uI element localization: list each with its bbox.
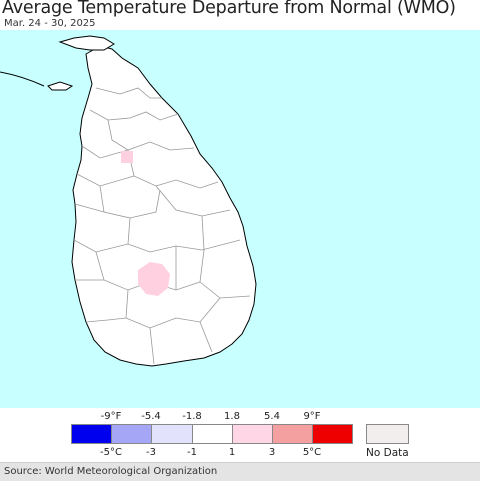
footer: Source: World Meteorological Organizatio… [0,462,480,481]
c-tick: -3 [146,447,156,458]
adams-bridge-line [0,71,45,87]
source-credit: Source: World Meteorological Organizatio… [4,466,218,477]
f-tick: 9°F [303,411,321,422]
legend-bin [111,424,152,444]
f-tick: 1.8 [224,411,240,422]
date-range: Mar. 24 - 30, 2025 [4,18,96,29]
f-tick: 5.4 [264,411,280,422]
warm-patch-north-central [121,151,133,163]
c-tick: 5°C [302,447,322,458]
warm-patch-uva [138,262,170,296]
district-borders [73,87,251,365]
sri-lanka-map [0,30,480,408]
no-data-swatch [366,424,409,444]
c-tick: 3 [268,447,276,458]
c-tick: -1 [187,447,197,458]
legend-bin [232,424,273,444]
c-tick: 1 [228,447,236,458]
c-tick: -5°C [100,447,122,458]
jaffna-peninsula [58,35,115,51]
legend-bin [312,424,353,444]
legend-bin [272,424,313,444]
no-data-label: No Data [366,447,409,459]
legend-bin [151,424,193,444]
map-title: Average Temperature Departure from Norma… [2,0,456,18]
legend-bin [71,424,112,444]
f-tick: -5.4 [141,411,161,422]
f-tick: -1.8 [182,411,202,422]
f-tick: -9°F [100,411,122,422]
mannar-island [47,81,74,91]
legend-bin [192,424,233,444]
